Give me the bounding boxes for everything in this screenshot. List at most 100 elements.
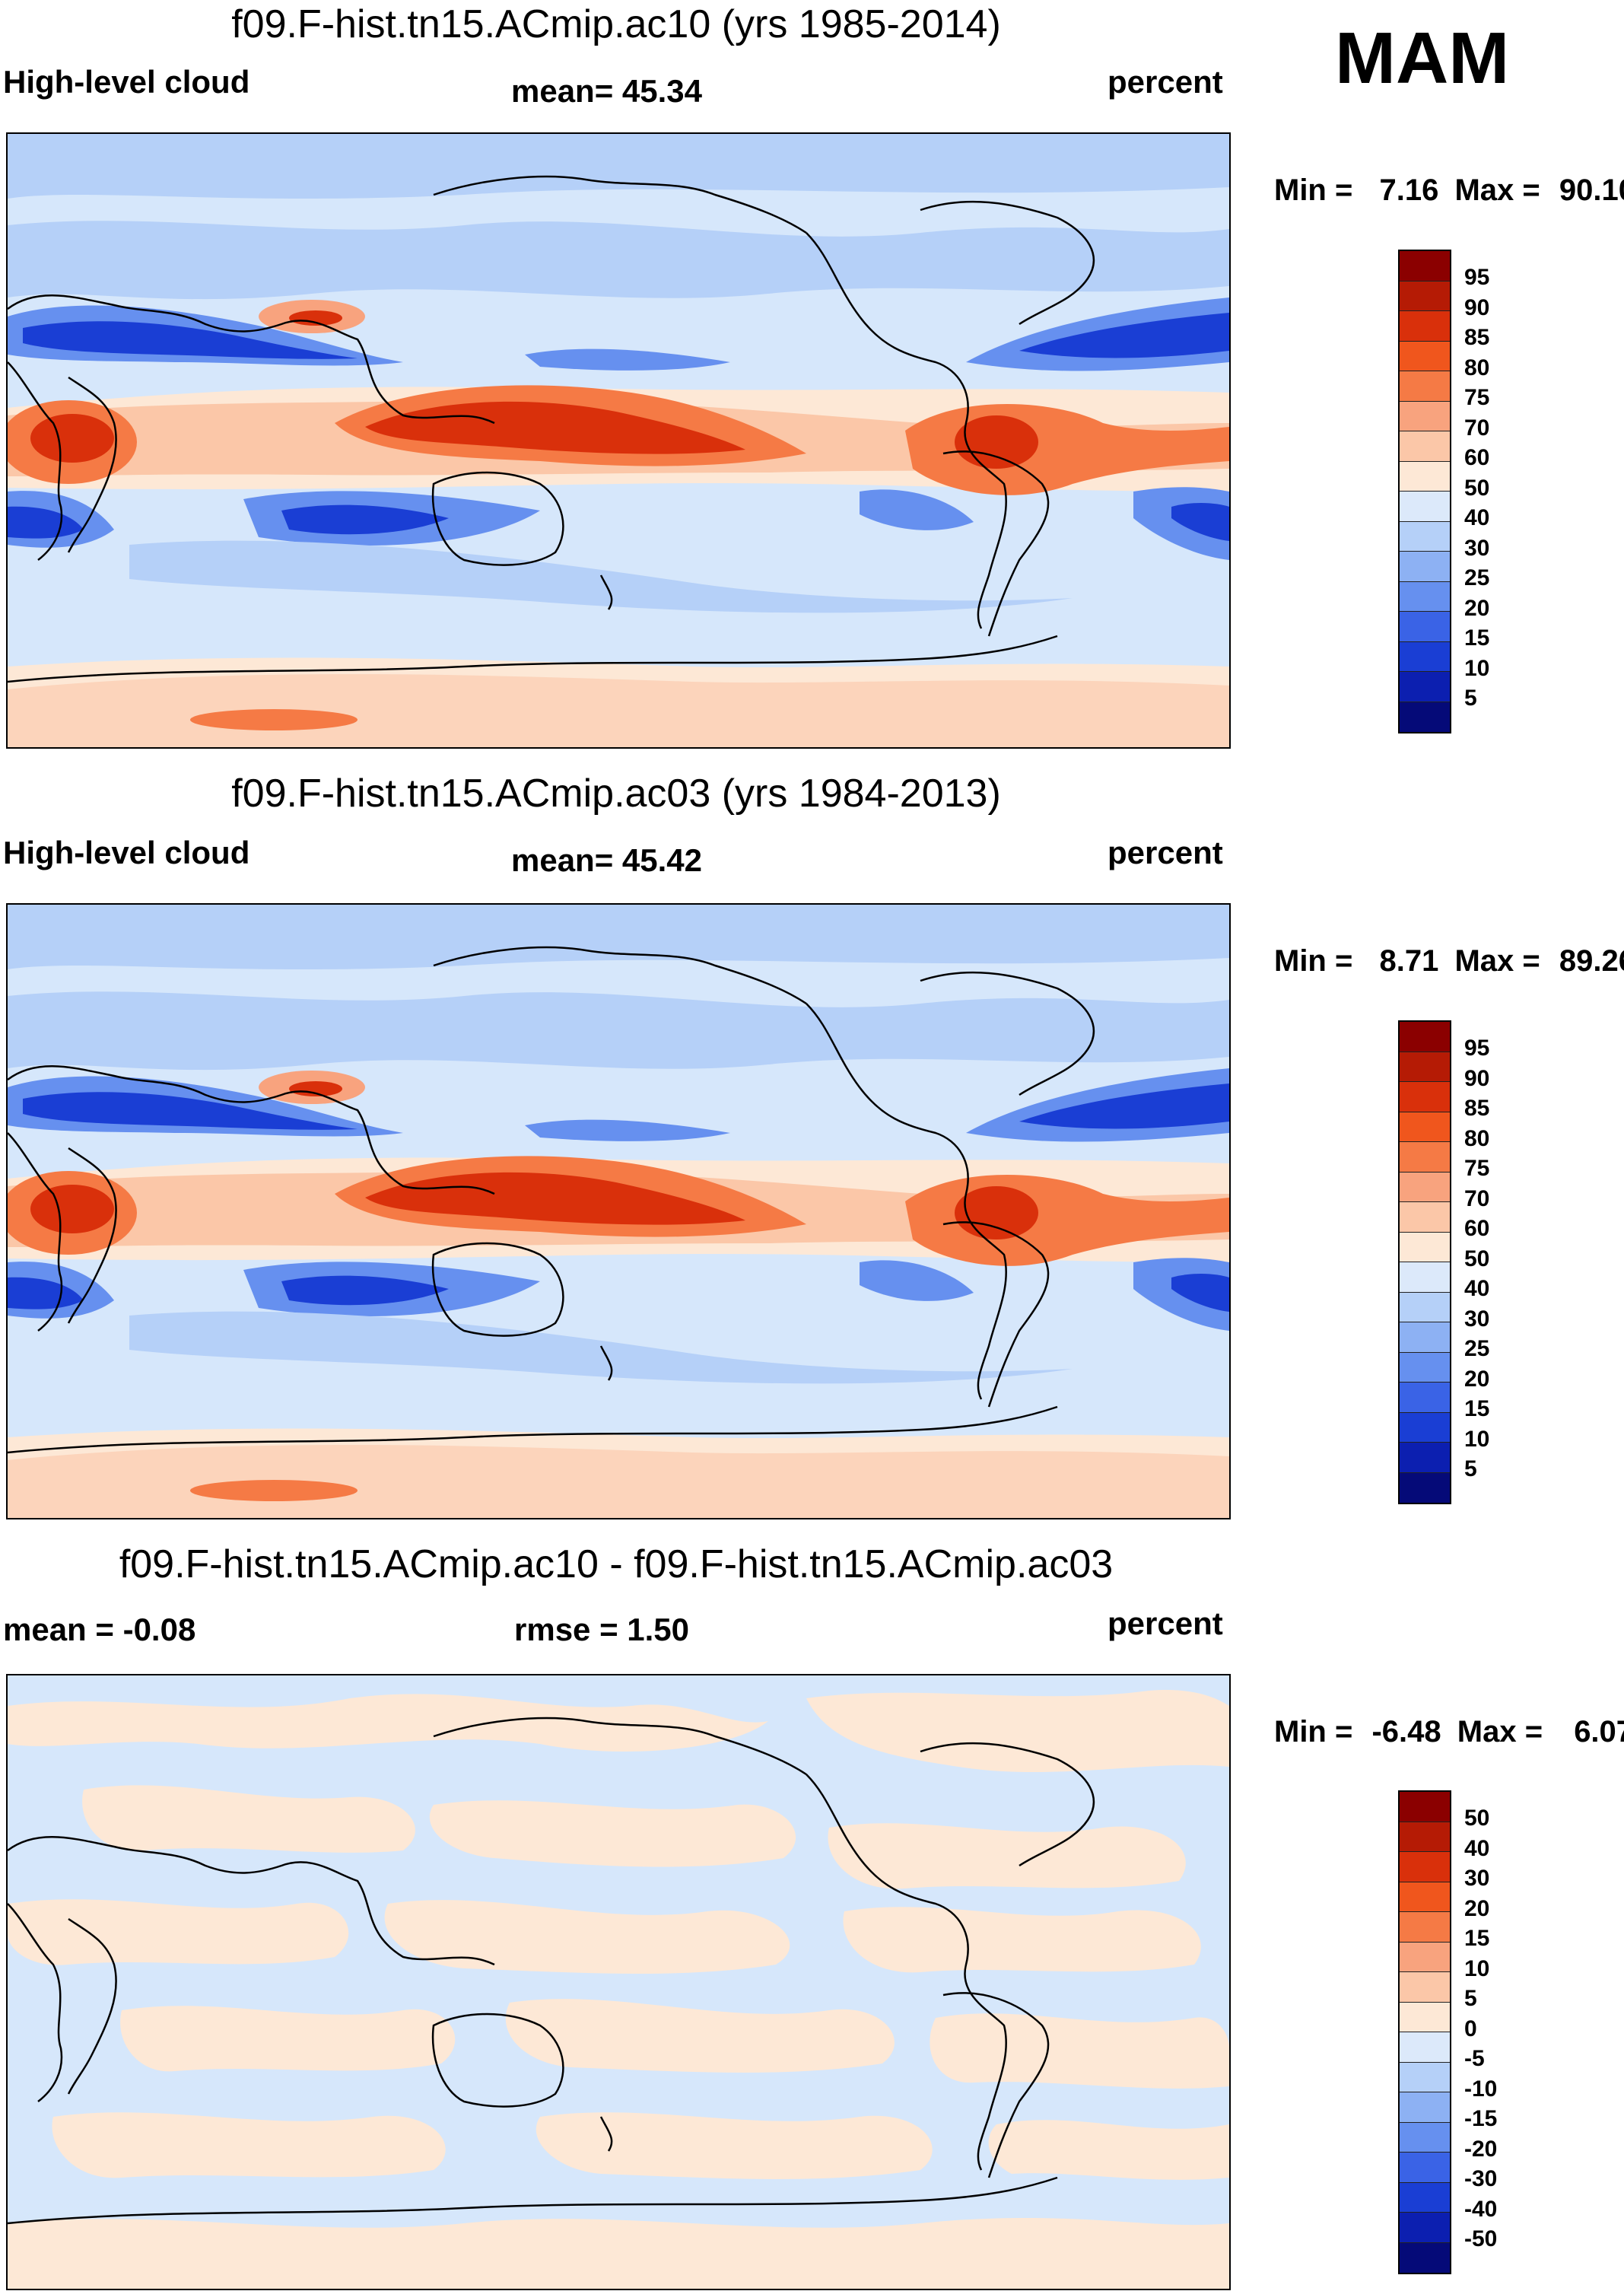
panel1-title: f09.F-hist.tn15.ACmip.ac10 (yrs 1985-201… [231, 2, 1001, 46]
colorbar-box [1400, 311, 1450, 342]
panel2-title: f09.F-hist.tn15.ACmip.ac03 (yrs 1984-201… [231, 772, 1001, 816]
colorbar-box [1400, 641, 1450, 672]
colorbar-tick-label: 30 [1464, 1306, 1490, 1332]
colorbar-box [1400, 1443, 1450, 1473]
colorbar-box [1400, 431, 1450, 462]
colorbar-box [1400, 1472, 1450, 1503]
colorbar-tick-label: 50 [1464, 1806, 1490, 1831]
panel3-title: f09.F-hist.tn15.ACmip.ac10 - f09.F-hist.… [119, 1542, 1114, 1586]
colorbar-tick-label: 75 [1464, 385, 1490, 410]
colorbar-tick-label: 95 [1464, 1036, 1490, 1061]
colorbar-box [1400, 1052, 1450, 1082]
panel2-map [6, 903, 1231, 1519]
colorbar-box [1400, 2002, 1450, 2032]
colorbar-box [1400, 2092, 1450, 2123]
colorbar-tick-label: 25 [1464, 565, 1490, 590]
panel1-minmax: Min = 7.16 Max = 90.10 [1274, 173, 1624, 208]
colorbar-tick-label: 10 [1464, 1427, 1490, 1452]
colorbar-box [1400, 1852, 1450, 1882]
panel3-rmse-label: rmse = 1.50 [514, 1612, 690, 1647]
colorbar-tick-label: 50 [1464, 1246, 1490, 1271]
panel2-mean-label: mean= 45.42 [511, 842, 703, 878]
colorbar-tick-label: 40 [1464, 505, 1490, 530]
colorbar-box [1400, 371, 1450, 402]
colorbar-box [1400, 1112, 1450, 1142]
colorbar-box [1400, 2153, 1450, 2183]
colorbar-box [1400, 1142, 1450, 1173]
colorbar-tick-label: 75 [1464, 1156, 1490, 1181]
panel2-max-label: Max = [1454, 944, 1540, 978]
colorbar-box [1400, 2122, 1450, 2153]
colorbar-box [1400, 1082, 1450, 1112]
colorbar-tick-label: 15 [1464, 1396, 1490, 1421]
colorbar-box [1400, 1352, 1450, 1383]
colorbar-tick-label: 85 [1464, 325, 1490, 350]
colorbar-tick-label: 30 [1464, 1866, 1490, 1891]
colorbar-tick-label: 80 [1464, 1126, 1490, 1151]
colorbar-tick-label: 70 [1464, 1186, 1490, 1211]
panel1-colorbar [1398, 250, 1451, 733]
panel2-max-value: 89.26 [1559, 944, 1624, 978]
panel1-max-label: Max = [1454, 173, 1540, 207]
panel2-units-label: percent [1108, 835, 1223, 870]
colorbar-tick-label: 30 [1464, 536, 1490, 561]
colorbar-tick-label: 60 [1464, 445, 1490, 470]
panel3-map [6, 1674, 1231, 2290]
colorbar-tick-label: -40 [1464, 2197, 1498, 2222]
colorbar-tick-label: 60 [1464, 1216, 1490, 1241]
panel1-mean-label: mean= 45.34 [511, 73, 703, 109]
colorbar-tick-label: -20 [1464, 2137, 1498, 2162]
panel3-colorbar [1398, 1790, 1451, 2274]
panel1-units-label: percent [1108, 64, 1223, 100]
colorbar-box [1400, 612, 1450, 642]
colorbar-box [1400, 1912, 1450, 1943]
colorbar-box [1400, 1412, 1450, 1443]
colorbar-box [1400, 552, 1450, 582]
colorbar-box [1400, 401, 1450, 431]
colorbar-tick-label: -30 [1464, 2166, 1498, 2191]
panel2-colorbar [1398, 1020, 1451, 1504]
colorbar-box [1400, 1292, 1450, 1322]
panel1-map [6, 132, 1231, 749]
season-label: MAM [1335, 18, 1510, 99]
colorbar-tick-label: 40 [1464, 1836, 1490, 1861]
colorbar-box [1400, 1792, 1450, 1822]
colorbar-tick-label: 85 [1464, 1096, 1490, 1121]
panel1-max-value: 90.10 [1559, 173, 1624, 207]
colorbar-tick-label: 40 [1464, 1276, 1490, 1301]
colorbar-tick-label: 5 [1464, 1456, 1477, 1481]
panel2-minmax: Min = 8.71 Max = 89.26 [1274, 944, 1624, 978]
colorbar-box [1400, 1972, 1450, 2003]
panel1-variable-label: High-level cloud [3, 64, 250, 100]
colorbar-box [1400, 521, 1450, 552]
panel3-minmax: Min = -6.48 Max = 6.07 [1274, 1715, 1624, 1749]
colorbar-tick-label: 90 [1464, 295, 1490, 320]
colorbar-box [1400, 1172, 1450, 1202]
colorbar-tick-label: 50 [1464, 476, 1490, 501]
colorbar-tick-label: 10 [1464, 656, 1490, 681]
colorbar-box [1400, 1202, 1450, 1233]
colorbar-tick-label: 5 [1464, 686, 1477, 711]
colorbar-box [1400, 1232, 1450, 1262]
colorbar-box [1400, 581, 1450, 612]
panel2-min-value: 8.71 [1379, 944, 1439, 978]
colorbar-tick-label: 20 [1464, 1896, 1490, 1921]
colorbar-tick-label: 25 [1464, 1336, 1490, 1361]
colorbar-tick-label: 0 [1464, 2016, 1477, 2041]
colorbar-box [1400, 2062, 1450, 2092]
colorbar-tick-label: 5 [1464, 1986, 1477, 2011]
colorbar-tick-label: 15 [1464, 625, 1490, 651]
colorbar-tick-label: 15 [1464, 1926, 1490, 1951]
colorbar-box [1400, 1262, 1450, 1293]
colorbar-box [1400, 1882, 1450, 1912]
colorbar-box [1400, 1383, 1450, 1413]
colorbar-box [1400, 492, 1450, 522]
colorbar-tick-label: 20 [1464, 596, 1490, 621]
colorbar-box [1400, 2182, 1450, 2213]
panel2-variable-label: High-level cloud [3, 835, 250, 870]
colorbar-tick-label: 10 [1464, 1956, 1490, 1981]
panel2-min-label: Min = [1274, 944, 1353, 978]
colorbar-box [1400, 1822, 1450, 1852]
colorbar-tick-label: -5 [1464, 2046, 1485, 2071]
panel1-min-value: 7.16 [1379, 173, 1439, 207]
